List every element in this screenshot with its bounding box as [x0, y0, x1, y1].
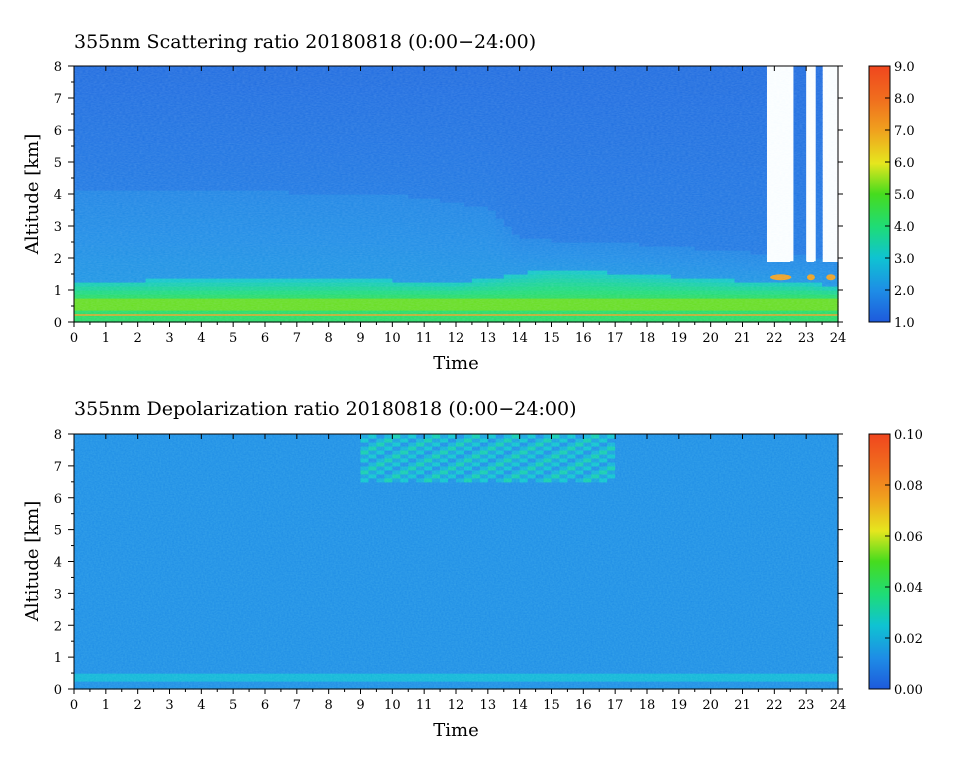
panel-scattering-ratio: 355nm Scattering ratio 20180818 (0:00−24…: [22, 31, 915, 374]
panel1-plot-area: [74, 66, 839, 323]
panel1-title: 355nm Scattering ratio 20180818 (0:00−24…: [74, 31, 536, 53]
